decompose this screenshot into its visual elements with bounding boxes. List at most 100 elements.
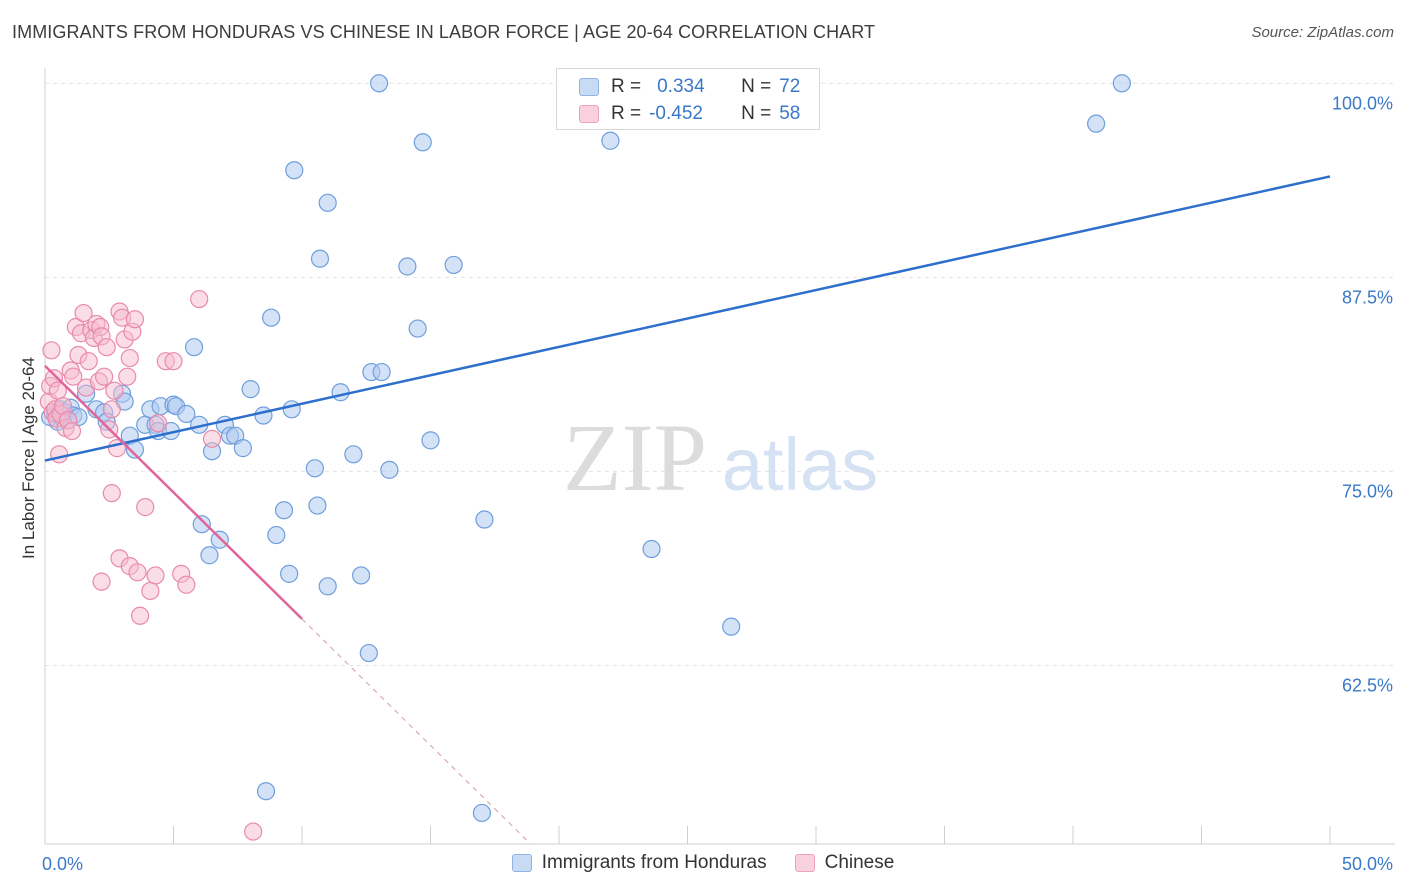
data-point-honduras xyxy=(192,515,211,534)
data-point-honduras xyxy=(318,193,337,212)
legend-n-label: N = xyxy=(741,76,772,97)
data-point-honduras xyxy=(256,782,276,801)
data-point-chinese xyxy=(177,575,196,594)
data-point-chinese xyxy=(118,367,137,386)
data-point-honduras xyxy=(282,400,301,419)
legend-n-value: 72 xyxy=(779,76,801,97)
chart-title: IMMIGRANTS FROM HONDURAS VS CHINESE IN L… xyxy=(12,22,876,42)
data-point-chinese xyxy=(105,381,124,400)
data-point-honduras xyxy=(372,362,391,382)
y-tick-label: 87.5% xyxy=(1342,287,1393,307)
data-point-honduras xyxy=(472,803,491,823)
y-tick-label: 62.5% xyxy=(1342,675,1393,695)
data-point-honduras xyxy=(722,617,741,636)
data-point-chinese xyxy=(95,367,114,386)
data-point-chinese xyxy=(120,348,139,368)
legend-n-label: N = xyxy=(741,103,772,124)
data-point-chinese xyxy=(164,352,183,371)
data-point-chinese xyxy=(148,414,168,433)
data-point-chinese xyxy=(136,498,155,517)
data-point-honduras xyxy=(408,319,427,338)
legend-r-label: R = xyxy=(611,76,642,97)
data-point-honduras xyxy=(285,161,304,180)
data-point-chinese xyxy=(64,367,83,386)
data-point-honduras xyxy=(444,255,463,275)
series-legend: Immigrants from Honduras Chinese xyxy=(0,852,1406,874)
legend-swatch-honduras xyxy=(579,78,599,96)
data-point-honduras xyxy=(344,445,363,464)
legend-swatch-chinese xyxy=(579,105,599,123)
data-point-chinese xyxy=(50,445,69,464)
data-point-honduras xyxy=(280,564,299,583)
data-point-chinese xyxy=(244,822,263,841)
trend-line-honduras xyxy=(44,175,1331,462)
x-tick-label: 50.0% xyxy=(1342,854,1393,874)
data-point-chinese xyxy=(102,400,121,419)
data-point-honduras xyxy=(254,406,273,425)
data-point-chinese xyxy=(128,563,147,582)
correlation-legend: R = 0.334 N = 72 R = -0.452 N = 58 xyxy=(556,68,820,130)
chart-source: Source: ZipAtlas.com xyxy=(1251,24,1394,41)
data-point-honduras xyxy=(601,131,620,150)
series-chinese xyxy=(39,289,263,841)
legend-row-chinese: R = -0.452 N = 58 xyxy=(579,102,800,126)
y-tick-label: 100.0% xyxy=(1332,93,1393,113)
data-point-honduras xyxy=(421,431,440,450)
data-point-honduras xyxy=(1112,74,1131,93)
tick-labels: 100.0% 87.5% 75.0% 62.5% 0.0% 50.0% xyxy=(42,93,1393,874)
data-point-chinese xyxy=(79,352,98,371)
data-point-honduras xyxy=(233,439,252,458)
data-point-chinese xyxy=(74,303,93,323)
trend-lines xyxy=(44,175,1331,845)
data-point-honduras xyxy=(267,525,286,545)
gridlines xyxy=(45,82,1395,666)
data-point-honduras xyxy=(370,74,389,93)
data-point-honduras xyxy=(380,460,399,479)
data-point-chinese xyxy=(146,566,165,585)
data-point-chinese xyxy=(97,338,116,357)
data-point-honduras xyxy=(398,257,417,276)
data-point-honduras xyxy=(184,338,204,357)
data-point-chinese xyxy=(92,572,111,591)
watermark-zip: ZIP xyxy=(563,404,707,511)
data-point-honduras xyxy=(308,496,327,515)
legend-swatch-honduras xyxy=(511,854,532,872)
data-point-honduras xyxy=(359,643,378,663)
data-point-honduras xyxy=(642,539,661,559)
y-tick-label: 75.0% xyxy=(1342,481,1393,501)
legend-label-honduras: Immigrants from Honduras xyxy=(541,852,767,873)
axes xyxy=(44,68,1395,845)
legend-row-honduras: R = 0.334 N = 72 xyxy=(579,75,800,99)
data-point-honduras xyxy=(413,133,432,152)
data-point-honduras xyxy=(241,380,260,399)
legend-item-chinese: Chinese xyxy=(794,852,895,874)
legend-item-honduras: Immigrants from Honduras xyxy=(511,852,767,874)
data-point-honduras xyxy=(262,308,281,327)
trend-line-chinese xyxy=(44,364,303,620)
legend-swatch-chinese xyxy=(794,854,815,872)
data-point-chinese xyxy=(202,429,222,448)
legend-r-value: 0.334 xyxy=(657,76,705,97)
trend-extension-chinese xyxy=(301,618,532,845)
data-point-honduras xyxy=(1087,114,1106,133)
data-point-honduras xyxy=(177,404,196,424)
y-axis-label: In Labor Force | Age 20-64 xyxy=(19,357,38,559)
data-point-honduras xyxy=(310,249,330,268)
data-point-chinese xyxy=(141,581,160,601)
data-point-chinese xyxy=(62,421,82,441)
data-point-honduras xyxy=(274,501,294,520)
data-point-honduras xyxy=(475,510,494,529)
data-point-honduras xyxy=(305,459,324,478)
data-point-chinese xyxy=(190,289,209,309)
data-point-chinese xyxy=(102,484,121,503)
data-point-honduras xyxy=(318,577,337,596)
legend-r-label: R = xyxy=(611,103,642,124)
watermark-atlas: atlas xyxy=(722,423,878,506)
legend-label-chinese: Chinese xyxy=(824,852,895,873)
data-point-honduras xyxy=(200,546,219,565)
data-point-honduras xyxy=(352,566,371,585)
legend-n-value: 58 xyxy=(779,103,801,124)
data-point-chinese xyxy=(130,606,150,625)
data-point-honduras xyxy=(331,383,350,402)
